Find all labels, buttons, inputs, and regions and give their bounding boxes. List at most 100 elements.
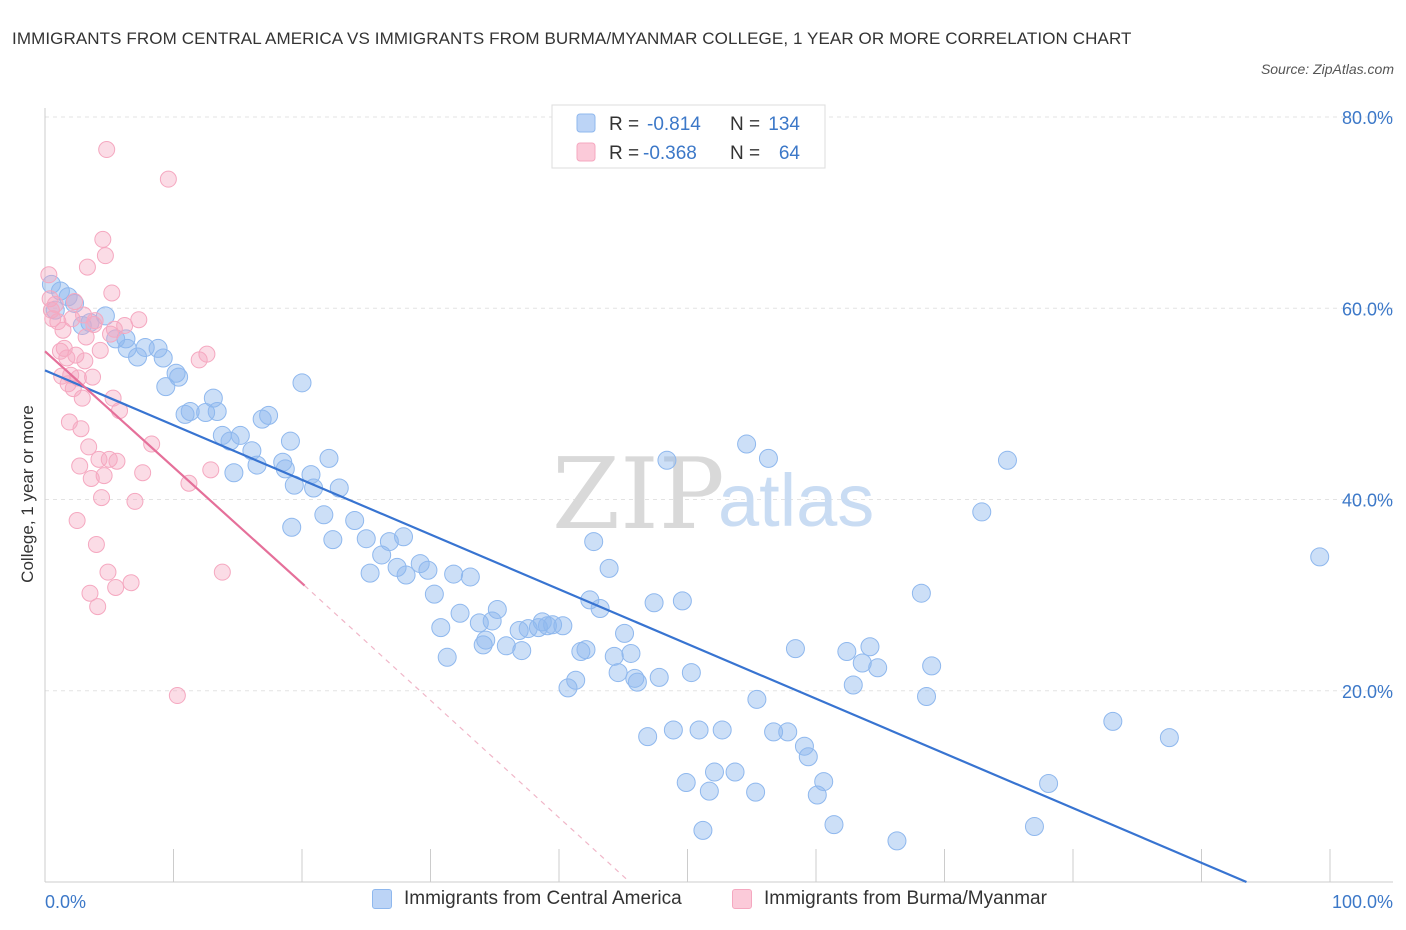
data-point-burma: [73, 389, 91, 407]
data-point-burma: [122, 574, 140, 592]
legend-item-burma[interactable]: Immigrants from Burma/Myanmar: [732, 888, 1047, 910]
data-point-central-america: [566, 670, 586, 690]
legend-n-label-2: N =: [730, 143, 760, 164]
data-point-burma: [54, 321, 72, 339]
data-point-central-america: [604, 646, 624, 666]
data-point-central-america: [314, 505, 334, 525]
data-point-burma: [143, 435, 161, 453]
data-point-burma: [44, 310, 62, 328]
data-point-central-america: [379, 532, 399, 552]
data-point-central-america: [418, 560, 438, 580]
legend-r-label-2: R =: [609, 143, 639, 164]
data-point-central-america: [424, 584, 444, 604]
trend-line-burma: [44, 350, 306, 587]
data-point-burma: [91, 341, 109, 359]
data-point-central-america: [887, 831, 907, 851]
data-point-central-america: [437, 647, 457, 667]
data-point-central-america: [292, 373, 312, 393]
data-point-burma: [96, 247, 114, 265]
legend-label-central-america: Immigrants from Central America: [404, 888, 682, 909]
data-point-burma: [98, 141, 116, 159]
data-point-burma: [116, 316, 134, 334]
y-tick-label: 40.0%: [1342, 491, 1393, 511]
data-point-burma: [86, 312, 104, 330]
data-point-central-america: [852, 653, 872, 673]
data-point-central-america: [672, 591, 692, 611]
data-point-burma: [68, 512, 86, 530]
data-point-central-america: [360, 563, 380, 583]
data-point-central-america: [1039, 774, 1059, 794]
data-point-central-america: [1310, 547, 1330, 567]
central-america-points: [41, 274, 1330, 851]
data-point-central-america: [128, 347, 148, 367]
y-tick-label: 60.0%: [1342, 299, 1393, 319]
legend-r-value-2: -0.368: [643, 143, 697, 164]
data-point-central-america: [476, 630, 496, 650]
data-point-central-america: [778, 722, 798, 742]
y-tick-label: 80.0%: [1342, 108, 1393, 128]
legend-item-central-america[interactable]: Immigrants from Central America: [372, 888, 682, 910]
data-point-central-america: [824, 815, 844, 835]
data-point-burma: [168, 687, 186, 705]
data-point-central-america: [725, 762, 745, 782]
data-point-central-america: [280, 431, 300, 451]
data-point-burma: [130, 311, 148, 329]
data-point-central-america: [576, 640, 596, 660]
x-tick-label-min: 0.0%: [45, 892, 86, 912]
data-point-central-america: [396, 565, 416, 585]
data-point-burma: [78, 258, 96, 276]
data-point-burma: [105, 320, 123, 338]
data-point-central-america: [663, 720, 683, 740]
x-tick-label-max: 100.0%: [1332, 892, 1393, 912]
data-point-burma: [94, 230, 112, 248]
burma-trend-extension: [304, 585, 631, 883]
data-point-burma: [80, 438, 98, 456]
data-point-central-america: [737, 434, 757, 454]
data-point-central-america: [148, 338, 168, 358]
data-point-central-america: [794, 736, 814, 756]
data-point-central-america: [638, 727, 658, 747]
legend-label-burma: Immigrants from Burma/Myanmar: [764, 888, 1047, 909]
trend-line-central-america: [44, 369, 1247, 884]
data-point-central-america: [681, 663, 701, 683]
legend-swatch: [732, 889, 752, 909]
legend-n-value-2: 64: [779, 143, 801, 164]
y-axis-title: College, 1 year or more: [18, 405, 37, 583]
data-point-burma: [213, 563, 231, 581]
data-point-burma: [67, 346, 85, 364]
data-point-central-america: [798, 747, 818, 767]
data-point-burma: [95, 467, 113, 485]
data-point-central-america: [537, 616, 557, 636]
legend-r-value-1: -0.814: [647, 114, 701, 135]
data-point-central-america: [553, 616, 573, 636]
data-point-central-america: [496, 636, 516, 656]
legend-swatch: [372, 889, 392, 909]
data-point-burma: [76, 352, 94, 370]
axes: [44, 108, 1393, 883]
source-label: Source: ZipAtlas.com: [1260, 61, 1394, 77]
data-point-central-america: [356, 529, 376, 549]
legend-swatch-burma: [576, 142, 596, 162]
data-point-central-america: [689, 720, 709, 740]
data-point-central-america: [180, 402, 200, 422]
watermark-zip: ZIP: [552, 438, 725, 552]
trend-lines: [44, 350, 1247, 884]
data-point-central-america: [242, 441, 262, 461]
data-point-central-america: [747, 689, 767, 709]
data-point-burma: [134, 464, 152, 482]
data-point-central-america: [224, 463, 244, 483]
data-point-central-america: [1103, 711, 1123, 731]
data-point-burma: [159, 170, 177, 188]
data-point-central-america: [746, 782, 766, 802]
data-point-central-america: [997, 450, 1017, 470]
data-point-burma: [108, 452, 126, 470]
data-point-central-america: [558, 678, 578, 698]
legend-box: R = -0.814 N = 134 R = -0.368 N = 64: [551, 104, 826, 169]
data-point-central-america: [319, 448, 339, 468]
data-point-burma: [49, 313, 67, 331]
data-point-central-america: [156, 377, 176, 397]
data-point-central-america: [1159, 728, 1179, 748]
data-point-central-america: [444, 564, 464, 584]
legend-r-label-1: R =: [609, 114, 639, 135]
